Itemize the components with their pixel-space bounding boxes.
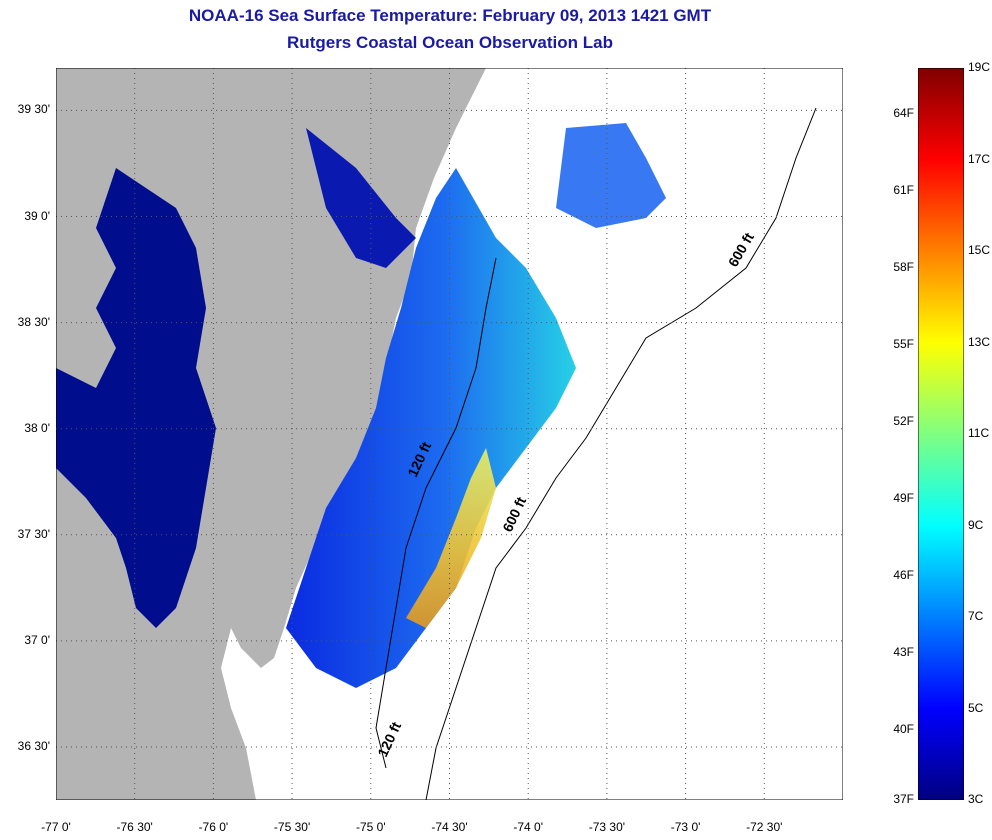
lon-label: -72 30' [746,820,783,834]
colorbar-f-label: 55F [893,337,914,351]
colorbar-f-label: 43F [893,645,914,659]
lon-label: -76 30' [116,820,153,834]
lat-label: 39 0' [24,208,50,223]
lon-label: -75 30' [273,820,311,834]
colorbar-f-label: 64F [893,106,914,120]
colorbar-f-label: 58F [893,260,914,274]
lon-label: -74 30' [431,820,468,834]
map-subtitle: Rutgers Coastal Ocean Observation Lab [287,33,613,52]
chesapeake-bay [56,168,216,628]
lon-label: -77 0' [41,820,71,834]
colorbar-f-label: 46F [893,568,914,582]
colorbar-c-label: 11C [968,426,990,440]
lon-label: -73 0' [670,820,701,834]
sst-northern-patch [556,123,666,228]
colorbar-f-label: 49F [893,491,914,505]
colorbar-f-label: 40F [893,722,914,736]
colorbar-c-label: 5C [968,700,984,715]
colorbar-c-label: 3C [968,792,984,806]
sst-field [286,168,576,688]
lon-label: -74 0' [513,820,544,834]
colorbar-f-label: 37F [893,792,914,806]
sst-map: 120 ft 120 ft 600 ft 600 ft [56,68,843,800]
delaware-bay [306,128,416,268]
colorbar-c-label: 19C [968,60,991,74]
colorbar [918,68,964,800]
map-gridlines [56,68,843,800]
contour-120ft [375,257,497,769]
colorbar-gradient [918,68,964,800]
map-title: NOAA-16 Sea Surface Temperature: Februar… [188,6,712,25]
lon-label: -73 30' [588,820,626,834]
colorbar-c-label: 13C [968,334,991,349]
colorbar-f-label: 52F [893,414,914,428]
colorbar-c-label: 9C [968,517,984,532]
colorbar-c-label: 17C [968,151,991,166]
lon-label: -76 0' [198,820,229,834]
lat-label: 37 0' [24,632,50,647]
contour-600ft [425,107,817,800]
lat-label: 37 30' [17,526,50,541]
colorbar-f-label: 61F [893,183,914,197]
lat-label: 39 30' [17,102,50,117]
sst-warm-patch [406,448,496,628]
lat-label: 38 30' [17,314,50,329]
lat-label: 38 0' [24,420,50,435]
lon-label: -75 0' [355,820,386,834]
colorbar-c-label: 7C [968,609,984,623]
colorbar-c-label: 15C [968,243,991,257]
lat-label: 36 30' [17,738,50,753]
